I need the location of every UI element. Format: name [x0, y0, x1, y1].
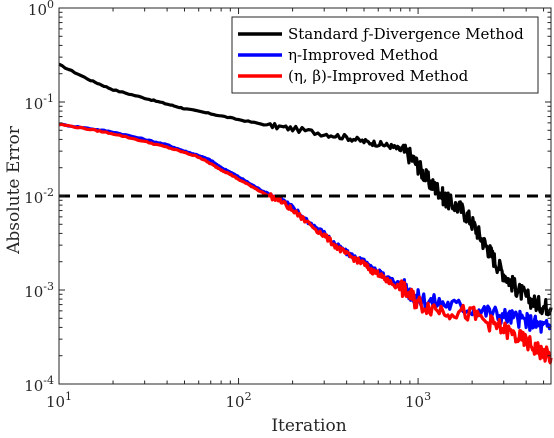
legend: Standard ƒ-Divergence Method η-Improved … — [231, 16, 539, 94]
legend-box — [231, 16, 539, 94]
series-layer — [58, 62, 553, 365]
legend-label-eta: η-Improved Method — [288, 46, 439, 64]
y-tick-label: 100 — [28, 0, 54, 19]
legend-label-standard: Standard ƒ-Divergence Method — [288, 25, 524, 43]
series-line-eta-beta — [58, 122, 553, 365]
series-line-standard — [58, 62, 553, 317]
y-tick-label: 10-2 — [24, 186, 54, 207]
ticks-layer: 101 102 103 10-4 10-3 10-2 10-1 100 — [24, 0, 551, 411]
x-tick-label: 103 — [405, 390, 431, 411]
y-tick-label: 10-3 — [24, 280, 54, 301]
x-axis-label: Iteration — [271, 416, 346, 436]
y-tick-label: 10-1 — [24, 92, 54, 113]
y-axis-label: Absolute Error — [4, 125, 24, 255]
legend-label-eta-beta: (η, β)-Improved Method — [288, 67, 469, 85]
x-tick-label: 102 — [225, 390, 251, 411]
y-tick-label: 10-4 — [24, 374, 54, 395]
x-tick-label: 101 — [46, 390, 72, 411]
